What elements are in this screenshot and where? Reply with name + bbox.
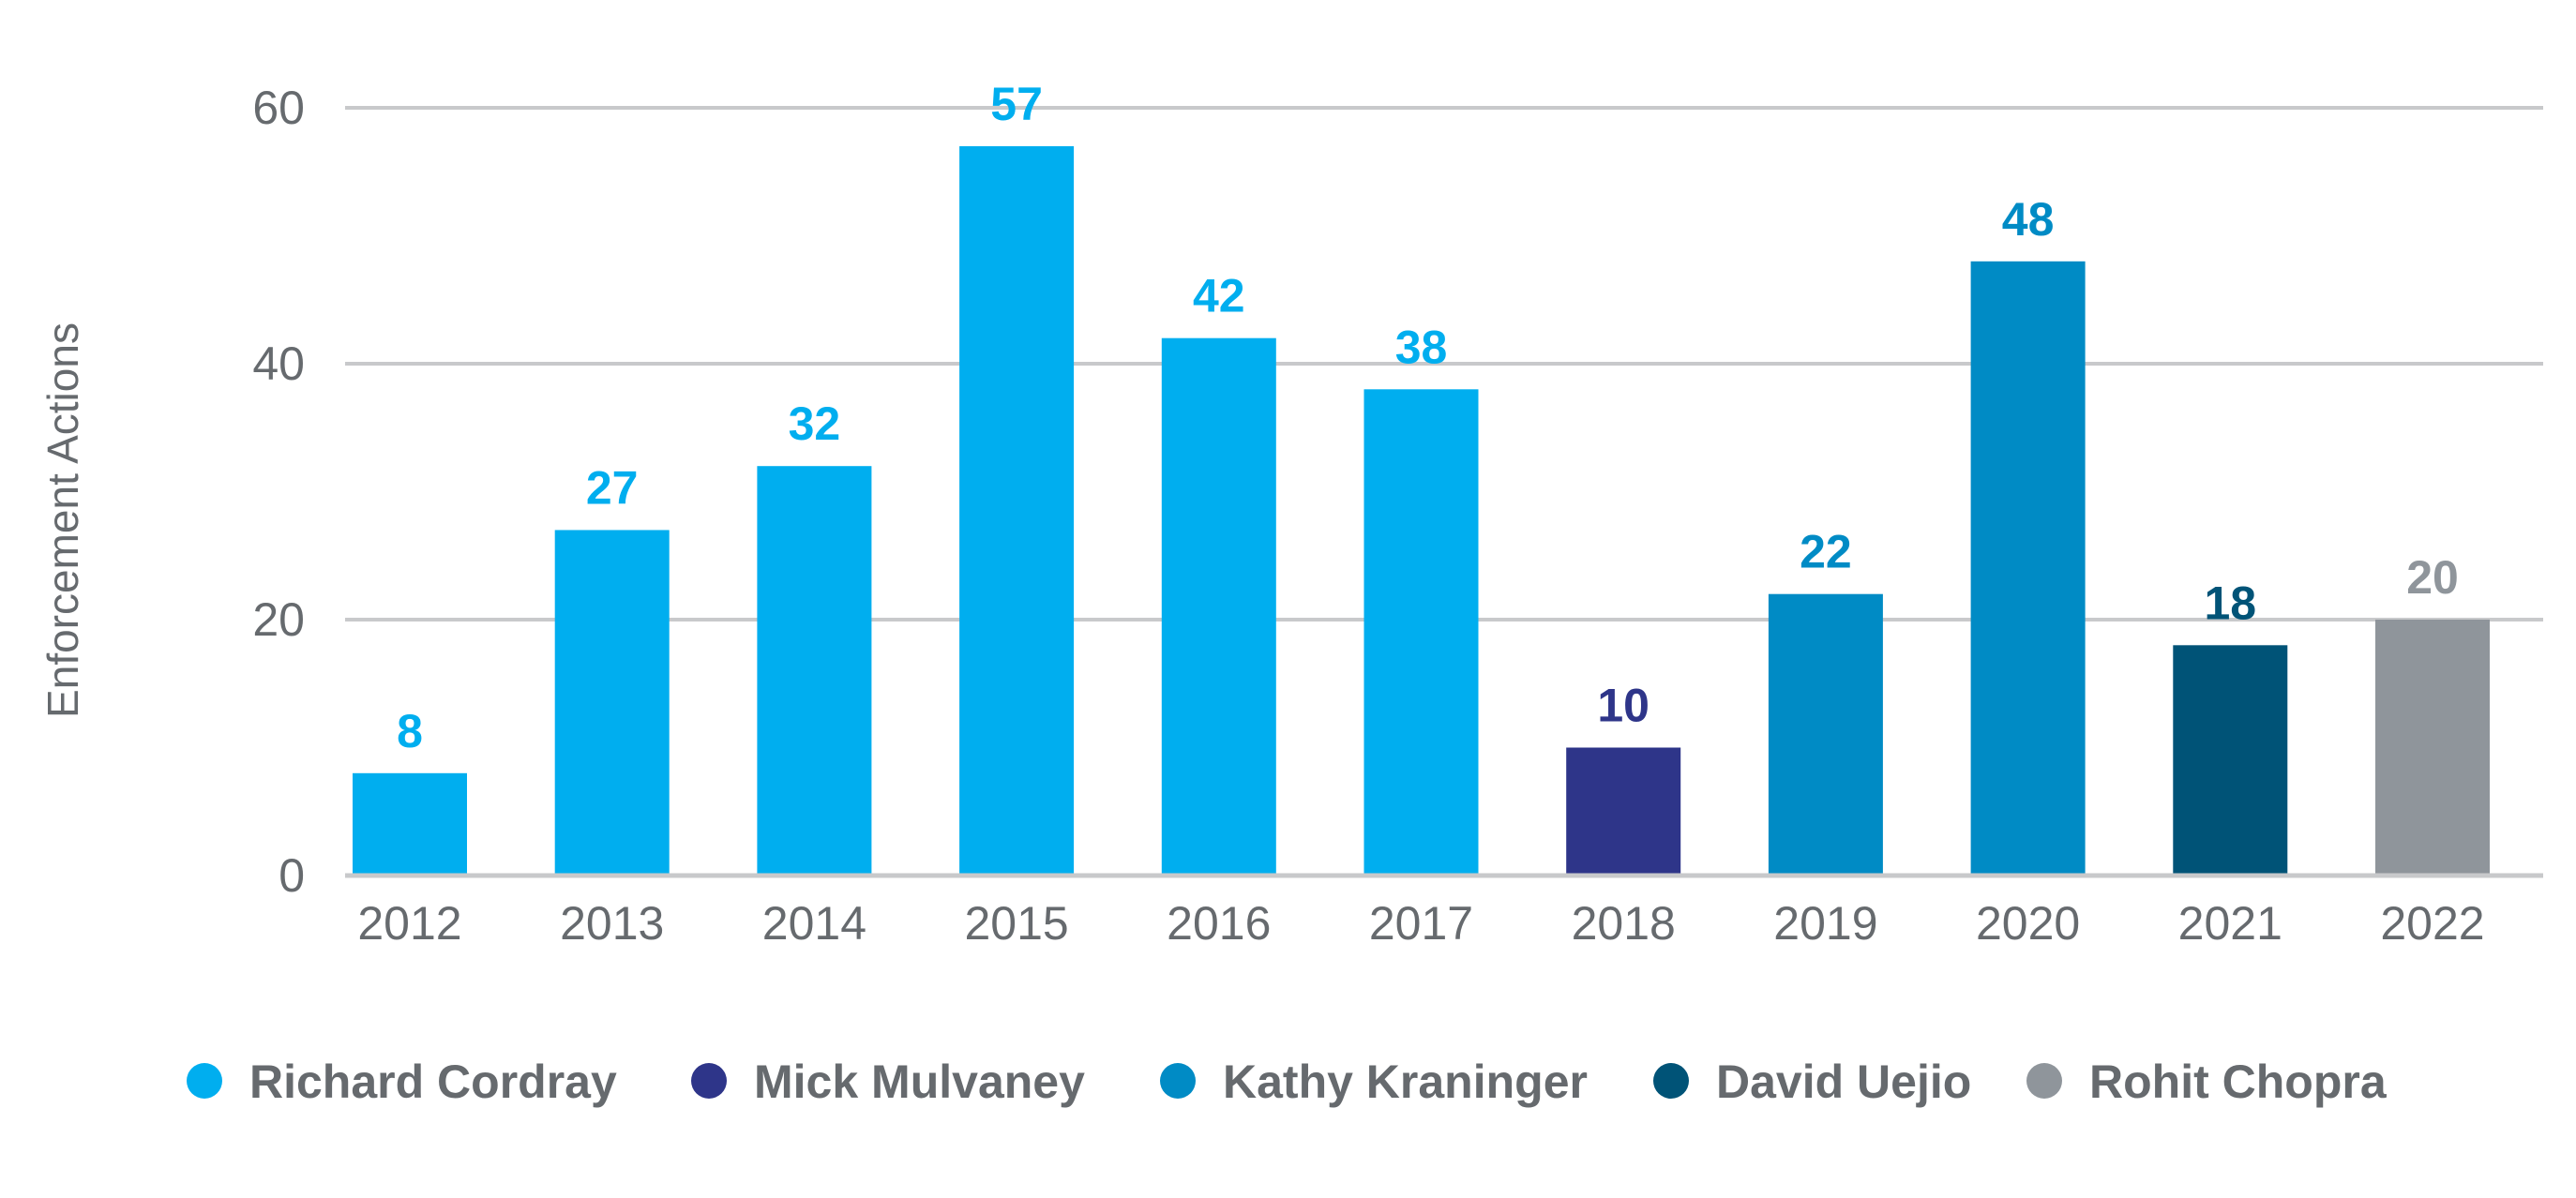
legend-label: Rohit Chopra bbox=[2089, 1056, 2388, 1108]
legend-item: Rohit Chopra bbox=[2026, 1056, 2388, 1108]
bar bbox=[353, 772, 467, 876]
y-tick-label: 60 bbox=[252, 82, 305, 134]
legend-item: Kathy Kraninger bbox=[1160, 1056, 1588, 1108]
legend-label: Richard Cordray bbox=[249, 1056, 617, 1108]
y-tick-label: 0 bbox=[279, 849, 305, 902]
bar bbox=[2173, 645, 2288, 876]
legend: Richard Cordray Mick Mulvaney Kathy Kranin… bbox=[187, 1056, 2388, 1108]
data-label: 32 bbox=[789, 397, 841, 450]
x-axis-ticks: 2012 2013 2014 2015 2016 2017 2018 2019 2020 2021… bbox=[357, 897, 2484, 950]
legend-item: Richard Cordray bbox=[187, 1056, 617, 1108]
x-tick-label: 2013 bbox=[560, 897, 664, 950]
data-label: 8 bbox=[397, 705, 423, 757]
x-tick-label: 2016 bbox=[1167, 897, 1271, 950]
y-axis-title: Enforcement Actions bbox=[38, 322, 87, 718]
bar bbox=[1970, 261, 2086, 876]
y-tick-label: 20 bbox=[252, 593, 305, 646]
bar bbox=[1161, 337, 1276, 876]
bar bbox=[2375, 620, 2490, 876]
legend-marker bbox=[1160, 1063, 1196, 1099]
bar bbox=[757, 466, 872, 876]
x-tick-label: 2015 bbox=[964, 897, 1068, 950]
bar bbox=[959, 145, 1075, 876]
x-tick-label: 2021 bbox=[2178, 897, 2282, 950]
legend-label: Kathy Kraninger bbox=[1223, 1056, 1588, 1108]
data-label: 57 bbox=[990, 78, 1043, 130]
x-tick-label: 2014 bbox=[762, 897, 866, 950]
x-tick-label: 2020 bbox=[1976, 897, 2080, 950]
legend-marker bbox=[2026, 1063, 2062, 1099]
legend-label: David Uejio bbox=[1716, 1056, 1971, 1108]
x-tick-label: 2022 bbox=[2380, 897, 2484, 950]
bar bbox=[1566, 747, 1681, 876]
x-tick-label: 2019 bbox=[1773, 897, 1877, 950]
x-tick-label: 2012 bbox=[357, 897, 461, 950]
data-label: 20 bbox=[2406, 551, 2459, 604]
legend-marker bbox=[1653, 1063, 1689, 1099]
legend-marker bbox=[691, 1063, 727, 1099]
bar bbox=[1363, 389, 1479, 876]
bars bbox=[353, 145, 2490, 876]
bar bbox=[554, 530, 670, 876]
legend-marker bbox=[187, 1063, 222, 1099]
data-labels: 8 27 32 57 42 38 10 22 48 18 20 bbox=[397, 78, 2459, 757]
data-label: 38 bbox=[1395, 321, 1448, 373]
x-tick-label: 2018 bbox=[1572, 897, 1676, 950]
legend-item: David Uejio bbox=[1653, 1056, 1971, 1108]
data-label: 10 bbox=[1597, 680, 1650, 732]
x-tick-label: 2017 bbox=[1369, 897, 1473, 950]
legend-label: Mick Mulvaney bbox=[754, 1056, 1085, 1108]
y-tick-label: 40 bbox=[252, 337, 305, 390]
data-label: 42 bbox=[1193, 270, 1245, 322]
legend-item: Mick Mulvaney bbox=[691, 1056, 1085, 1108]
data-label: 27 bbox=[586, 461, 639, 514]
data-label: 18 bbox=[2204, 577, 2256, 629]
data-label: 48 bbox=[2002, 193, 2055, 246]
data-label: 22 bbox=[1800, 526, 1852, 578]
y-axis-ticks: 0 20 40 60 bbox=[252, 82, 305, 902]
bar bbox=[1768, 593, 1883, 876]
